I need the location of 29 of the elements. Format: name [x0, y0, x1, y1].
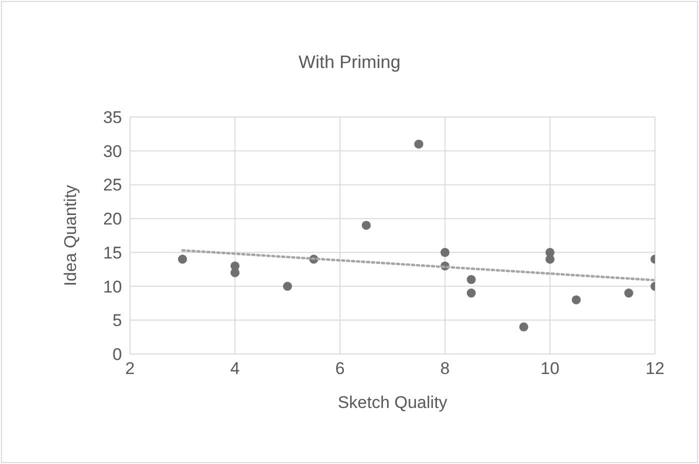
point [362, 220, 371, 230]
y-tick-label: 15 [103, 243, 122, 262]
y-tick-label: 10 [103, 277, 122, 296]
x-tick-label: 2 [125, 359, 135, 378]
y-axis-title: Idea Quantity [61, 184, 80, 286]
chart-title: With Priming [297, 52, 402, 73]
point [545, 254, 555, 264]
point [572, 295, 581, 304]
x-tick-label: 12 [646, 359, 664, 378]
point [282, 282, 292, 291]
x-tick-label: 10 [540, 359, 560, 378]
y-tick-label: 30 [103, 142, 122, 161]
x-tick-label: 8 [440, 359, 450, 378]
point [230, 268, 240, 278]
y-tick-label: 20 [103, 210, 122, 229]
x-tick-label: 4 [230, 359, 240, 378]
point [624, 288, 634, 298]
x-axis-title: Sketch Quality [338, 393, 448, 412]
point [466, 288, 476, 298]
y-tick-label: 35 [103, 108, 122, 128]
point [414, 140, 424, 149]
point [178, 254, 188, 264]
y-tick-label: 0 [112, 345, 122, 364]
point [440, 248, 450, 257]
y-tick-label: 5 [112, 311, 122, 330]
point [466, 275, 476, 284]
point [519, 322, 528, 332]
y-tick-label: 25 [103, 176, 122, 195]
x-tick-label: 6 [335, 359, 345, 378]
